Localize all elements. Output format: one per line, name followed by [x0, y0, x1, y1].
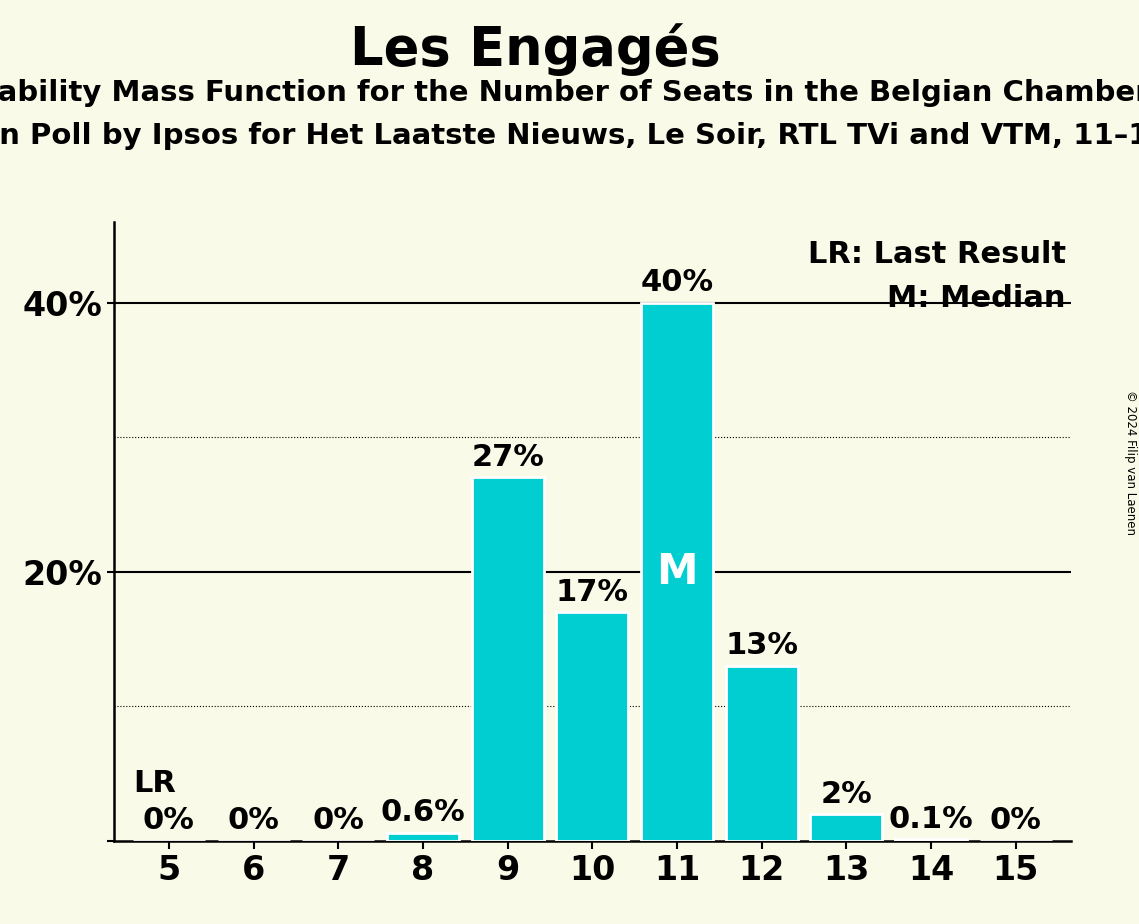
Text: 0%: 0% [312, 807, 364, 835]
Bar [895, 840, 967, 841]
Text: LR: Last Result: LR: Last Result [808, 240, 1066, 269]
Text: © 2024 Filip van Laenen: © 2024 Filip van Laenen [1124, 390, 1137, 534]
Bar [726, 666, 797, 841]
Text: 40%: 40% [640, 268, 713, 298]
Text: 0%: 0% [228, 807, 279, 835]
Text: 13%: 13% [726, 631, 798, 661]
Bar [472, 478, 543, 841]
Text: 27%: 27% [472, 444, 544, 472]
Bar [556, 612, 629, 841]
Text: 0.1%: 0.1% [888, 805, 974, 834]
Text: 0%: 0% [144, 807, 195, 835]
Bar [641, 302, 713, 841]
Text: 2%: 2% [820, 780, 872, 808]
Bar [387, 833, 459, 841]
Text: Probability Mass Function for the Number of Seats in the Belgian Chamber: Probability Mass Function for the Number… [0, 79, 1139, 106]
Text: LR: LR [133, 769, 177, 797]
Text: 0%: 0% [990, 807, 1041, 835]
Text: M: M [656, 551, 698, 592]
Text: 0.6%: 0.6% [380, 798, 466, 827]
Text: M: Median: M: Median [887, 284, 1066, 312]
Text: Les Engagés: Les Engagés [350, 23, 721, 76]
Bar [810, 814, 883, 841]
Text: 17%: 17% [556, 578, 629, 607]
Text: on an Opinion Poll by Ipsos for Het Laatste Nieuws, Le Soir, RTL TVi and VTM, 11: on an Opinion Poll by Ipsos for Het Laat… [0, 122, 1139, 150]
